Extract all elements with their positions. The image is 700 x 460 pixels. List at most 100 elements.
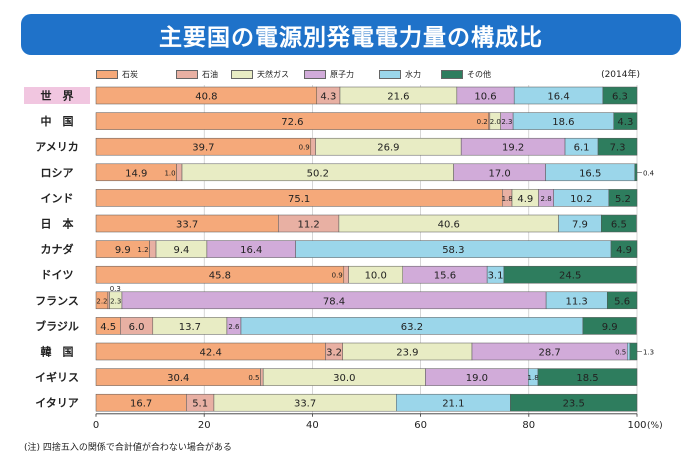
data-label-small: 0.5 bbox=[615, 349, 626, 357]
data-label: 19.2 bbox=[502, 143, 524, 154]
data-label: 50.2 bbox=[307, 168, 329, 179]
footnote: (注) 四捨五入の関係で合計値が合わない場合がある bbox=[24, 443, 232, 453]
data-label: 19.0 bbox=[466, 373, 488, 384]
bar-segment-other bbox=[510, 393, 638, 412]
data-label-small: 2.6 bbox=[228, 323, 240, 331]
bar-segment-other bbox=[610, 240, 638, 258]
data-label: 21.6 bbox=[387, 92, 409, 103]
category-label: イギリス bbox=[35, 370, 79, 384]
data-label: 16.4 bbox=[547, 92, 569, 103]
legend-label-nuclear: 原子力 bbox=[330, 69, 354, 79]
legend-label-oil: 石油 bbox=[202, 69, 218, 79]
category-label: インド bbox=[41, 192, 74, 205]
data-label: 16.7 bbox=[130, 399, 152, 410]
data-label-small: 2.2 bbox=[96, 297, 107, 305]
data-label: 7.9 bbox=[572, 220, 588, 231]
legend-item-gas: 天然ガス bbox=[231, 67, 289, 81]
bar-segment-oil bbox=[310, 137, 316, 156]
legend-item-coal: 石炭 bbox=[96, 67, 138, 81]
data-label-outside: 1.3 bbox=[643, 349, 654, 357]
data-label: 4.5 bbox=[100, 322, 116, 333]
data-label: 58.3 bbox=[442, 245, 464, 256]
bar-segment-other bbox=[537, 368, 638, 386]
legend-item-nuclear: 原子力 bbox=[304, 67, 354, 81]
data-label: 4.9 bbox=[616, 245, 632, 256]
data-label: 30.0 bbox=[333, 373, 355, 384]
legend: 石炭 石油 天然ガス 原子力 水力 その他 bbox=[96, 67, 641, 83]
data-label: 4.3 bbox=[320, 92, 336, 103]
category-label: カナダ bbox=[41, 242, 74, 256]
data-label: 6.5 bbox=[611, 220, 627, 231]
data-label: 42.4 bbox=[200, 348, 222, 359]
data-label: 39.7 bbox=[192, 143, 214, 154]
category-label: 中 国 bbox=[41, 114, 74, 128]
data-label: 11.3 bbox=[566, 296, 588, 307]
data-label-above: 0.3 bbox=[110, 285, 121, 293]
legend-swatch-oil bbox=[176, 69, 198, 79]
legend-label-gas: 天然ガス bbox=[257, 69, 289, 79]
legend-swatch-nuclear bbox=[304, 69, 326, 79]
data-label-small: 0.9 bbox=[332, 272, 343, 280]
bar-segment-other bbox=[629, 342, 638, 361]
data-label: 21.1 bbox=[442, 399, 464, 410]
data-label: 9.9 bbox=[602, 322, 618, 333]
bar-segment-other bbox=[613, 112, 638, 130]
data-label-small: 0.5 bbox=[248, 374, 259, 382]
bar-segment-oil bbox=[260, 368, 264, 386]
data-label-small: 2.3 bbox=[110, 297, 121, 305]
data-label: 6.0 bbox=[129, 322, 145, 333]
x-tick-label: 20 bbox=[198, 420, 211, 431]
data-label: 9.4 bbox=[174, 245, 190, 256]
data-label: 3.2 bbox=[326, 348, 342, 359]
data-label-outside: 0.4 bbox=[643, 169, 655, 177]
bar-segment-other bbox=[602, 86, 638, 105]
bar-segment-other bbox=[606, 291, 638, 310]
legend-item-other: その他 bbox=[441, 67, 491, 81]
data-label: 33.7 bbox=[176, 220, 198, 231]
data-label-small: 2.3 bbox=[501, 118, 512, 126]
data-label: 78.4 bbox=[323, 296, 345, 307]
data-label: 6.1 bbox=[574, 143, 590, 154]
data-label-small: 1.2 bbox=[137, 246, 148, 254]
bar-segment-other bbox=[503, 265, 637, 284]
bar-segment-oil bbox=[149, 240, 157, 258]
data-label: 24.5 bbox=[559, 271, 581, 282]
bar-segment-other bbox=[601, 214, 637, 233]
legend-label-other: その他 bbox=[467, 69, 491, 79]
data-label: 4.9 bbox=[517, 194, 533, 205]
data-label: 7.3 bbox=[610, 143, 626, 154]
data-label: 16.5 bbox=[579, 168, 601, 179]
data-label: 28.7 bbox=[538, 348, 560, 359]
data-label: 63.2 bbox=[401, 322, 423, 333]
category-label: 日 本 bbox=[41, 217, 74, 231]
data-label: 16.4 bbox=[240, 245, 262, 256]
category-label: ブラジル bbox=[35, 319, 79, 333]
legend-swatch-other bbox=[441, 69, 463, 79]
category-highlight-bg bbox=[24, 87, 90, 104]
data-label: 10.0 bbox=[365, 271, 387, 282]
data-label-small: 2.8 bbox=[541, 195, 552, 203]
category-label: 世 界 bbox=[41, 89, 74, 103]
data-label: 10.6 bbox=[474, 92, 496, 103]
data-label-small: 2.0 bbox=[490, 118, 501, 126]
data-label: 6.3 bbox=[612, 92, 628, 103]
data-label: 15.6 bbox=[434, 271, 456, 282]
chart-title: 主要国の電源別発電電力量の構成比 bbox=[21, 14, 681, 55]
data-label-small: 0.2 bbox=[477, 118, 488, 126]
category-label: 韓 国 bbox=[41, 345, 74, 359]
x-tick-label: 60 bbox=[414, 420, 427, 431]
legend-swatch-coal bbox=[96, 69, 118, 79]
legend-item-hydro: 水力 bbox=[379, 67, 421, 81]
legend-swatch-gas bbox=[231, 69, 253, 79]
x-axis-unit: (%) bbox=[647, 421, 663, 431]
bar-segment-other bbox=[597, 137, 638, 156]
data-label: 23.9 bbox=[396, 348, 418, 359]
data-label: 5.2 bbox=[615, 194, 631, 205]
data-label: 5.6 bbox=[614, 296, 630, 307]
data-label: 40.6 bbox=[438, 220, 460, 231]
bar-segment-other bbox=[634, 163, 638, 182]
data-label: 11.2 bbox=[297, 220, 319, 231]
data-label: 72.6 bbox=[281, 117, 303, 128]
x-tick-label: 40 bbox=[306, 420, 319, 431]
